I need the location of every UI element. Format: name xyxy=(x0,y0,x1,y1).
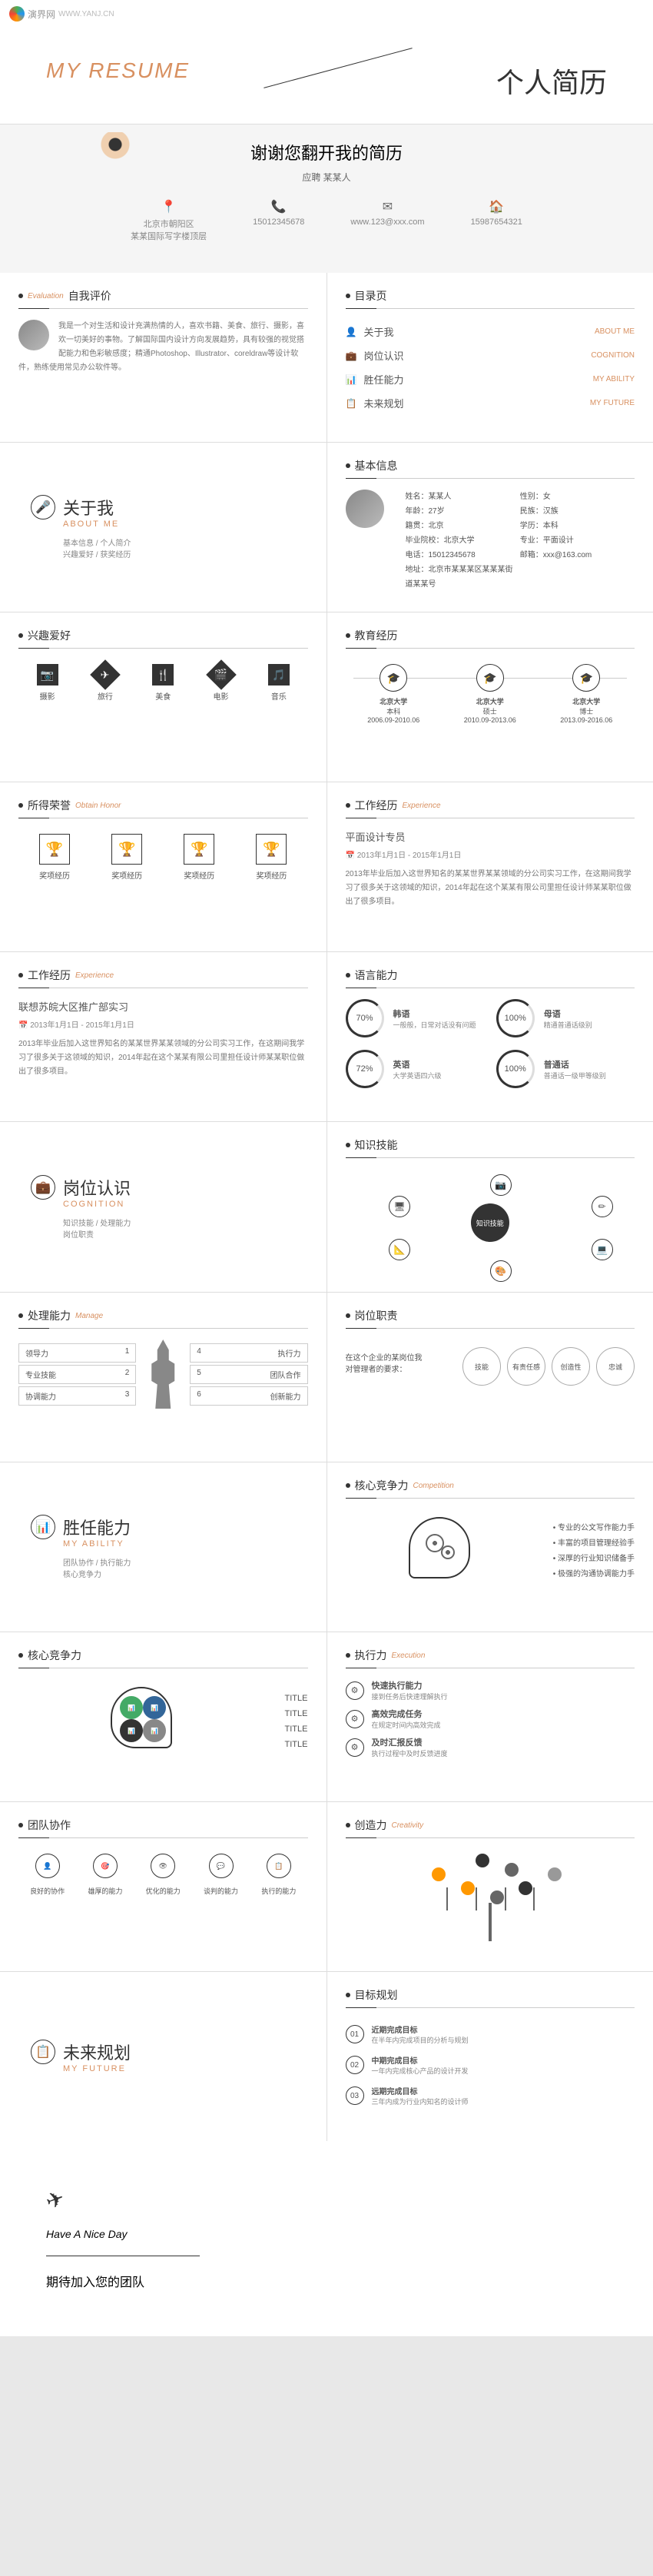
hobby-item: 📷摄影 xyxy=(37,664,58,702)
hobby-item: 🎵音乐 xyxy=(268,664,290,702)
toc-item: 📋未来规划MY FUTURE xyxy=(346,391,635,415)
toc-item: 👤关于我ABOUT ME xyxy=(346,320,635,344)
work2-slide: 工作经历 Experience 联想苏皖大区推广部实习 📅 2013年1月1日 … xyxy=(0,952,326,1121)
closing-en: Have A Nice Day xyxy=(46,2228,607,2240)
section-cognition: 💼岗位认识 COGNITION 知识技能 / 处理能力 岗位职责 xyxy=(0,1122,326,1292)
manage-slide: 处理能力 Manage 领导力1专业技能2协调能力3 4执行力5团队合作6创新能… xyxy=(0,1293,326,1462)
section-future: 📋未来规划 MY FUTURE xyxy=(0,1972,326,2141)
subhero-slide: 谢谢您翻开我的简历 应聘 某某人 📍北京市朝阳区某某国际写字楼顶层📞150123… xyxy=(0,124,653,273)
hobbies-slide: 兴趣爱好 📷摄影✈旅行🍴美食🎬电影🎵音乐 xyxy=(0,612,326,782)
honor-item: 🏆奖项经历 xyxy=(39,834,70,881)
mindmap-node: 🖥 xyxy=(389,1196,410,1217)
core2-slide: 核心竞争力 📊📊📊📊 TITLETITLETITLETITLE xyxy=(0,1632,326,1801)
finger-icon xyxy=(92,132,138,194)
work1-slide: 工作经历 Experience 平面设计专员 📅 2013年1月1日 - 201… xyxy=(327,782,653,951)
honor-item: 🏆奖项经历 xyxy=(256,834,287,881)
arrow-icon: ✈ xyxy=(42,2185,68,2215)
section-about: 🎤关于我 ABOUT ME 基本信息 / 个人简介 兴趣爱好 / 获奖经历 xyxy=(0,443,326,612)
toc-item: 📊胜任能力MY ABILITY xyxy=(346,367,635,391)
timeline-node: 🎓北京大学硕士2010.09-2013.06 xyxy=(442,664,539,724)
timeline-node: 🎓北京大学博士2013.09-2016.06 xyxy=(539,664,635,724)
goal-step: 02中期完成目标一年内完成核心产品的设计开发 xyxy=(346,2050,635,2080)
knowledge-slide: 知识技能 知识技能 📷✏💻🎨📐🖥 xyxy=(327,1122,653,1292)
toc-item: 💼岗位认识COGNITION xyxy=(346,344,635,367)
contact-item: ✉www.123@xxx.com xyxy=(350,199,424,242)
hero-slide: MY RESUME 个人简历 xyxy=(0,28,653,124)
selfeval-slide: Evaluation 自我评价 我是一个对生活和设计充满热情的人，喜欢书籍、美食… xyxy=(0,273,326,442)
honor-item: 🏆奖项经历 xyxy=(184,834,214,881)
contact-item: 📞15012345678 xyxy=(253,199,304,242)
honor-item: 🏆奖项经历 xyxy=(111,834,142,881)
honors-slide: 所得荣誉 Obtain Honor 🏆奖项经历🏆奖项经历🏆奖项经历🏆奖项经历 xyxy=(0,782,326,951)
education-slide: 教育经历 🎓北京大学本科2006.09-2010.06🎓北京大学硕士2010.0… xyxy=(327,612,653,782)
toc-slide: 目录页 👤关于我ABOUT ME💼岗位认识COGNITION📊胜任能力MY AB… xyxy=(327,273,653,442)
resp-circle: 忠诚 xyxy=(596,1347,635,1386)
closing-slide: ✈ Have A Nice Day 期待加入您的团队 xyxy=(0,2141,653,2336)
avatar xyxy=(346,490,384,528)
core-slide: 核心竞争力 Competition • 专业的公文写作能力手• 丰富的项目管理经… xyxy=(327,1462,653,1632)
contact-item: 🏠15987654321 xyxy=(471,199,522,242)
teamwork-slide: 团队协作 👤良好的协作🎯雄厚的能力👁优化的能力💬谈判的能力📋执行的能力 xyxy=(0,1802,326,1971)
mindmap-node: 📐 xyxy=(389,1239,410,1260)
section-ability: 📊胜任能力 MY ABILITY 团队协作 / 执行能力 核心竞争力 xyxy=(0,1462,326,1632)
basicinfo-slide: 基本信息 姓名：某某人性别：女年龄：27岁民族：汉族籍贯：北京学历：本科毕业院校… xyxy=(327,443,653,612)
hobby-item: ✈旅行 xyxy=(94,664,116,702)
skill-circle: 72%英语大学英语四六级 xyxy=(346,1050,484,1088)
mindmap-node: 📷 xyxy=(490,1174,512,1196)
person-icon xyxy=(144,1339,182,1409)
mindmap-node: 🎨 xyxy=(490,1260,512,1282)
closing-cn: 期待加入您的团队 xyxy=(46,2272,607,2290)
language-slide: 语言能力 70%韩语一般般，日常对话没有问题100%母语精通普通话级别72%英语… xyxy=(327,952,653,1121)
goal-step: 03远期完成目标三年内成为行业内知名的设计师 xyxy=(346,2080,635,2111)
resp-circle: 技能 xyxy=(462,1347,501,1386)
skill-circle: 100%普通话普通话一级甲等级别 xyxy=(496,1050,635,1088)
skill-circle: 100%母语精通普通话级别 xyxy=(496,999,635,1037)
skill-circle: 70%韩语一般般，日常对话没有问题 xyxy=(346,999,484,1037)
hobby-item: 🍴美食 xyxy=(152,664,174,702)
avatar xyxy=(18,320,49,350)
contact-item: 📍北京市朝阳区某某国际写字楼顶层 xyxy=(131,199,207,242)
creativity-slide: 创造力 Creativity xyxy=(327,1802,653,1971)
resp-circle: 有责任感 xyxy=(507,1347,545,1386)
site-logo: 演界网WWW.YANJ.CN xyxy=(0,0,653,28)
hobby-item: 🎬电影 xyxy=(210,664,232,702)
execution-slide: 执行力 Execution ⚙快速执行能力接到任务后快速理解执行⚙高效完成任务在… xyxy=(327,1632,653,1801)
responsibility-slide: 岗位职责 在这个企业的某岗位我 对管理者的要求： 技能有责任感创造性忠诚 xyxy=(327,1293,653,1462)
goals-slide: 目标规划 01近期完成目标在半年内完成项目的分析与规划02中期完成目标一年内完成… xyxy=(327,1972,653,2141)
goal-step: 01近期完成目标在半年内完成项目的分析与规划 xyxy=(346,2019,635,2050)
mindmap-node: ✏ xyxy=(592,1196,613,1217)
mindmap-node: 💻 xyxy=(592,1239,613,1260)
resp-circle: 创造性 xyxy=(552,1347,590,1386)
timeline-node: 🎓北京大学本科2006.09-2010.06 xyxy=(346,664,443,724)
